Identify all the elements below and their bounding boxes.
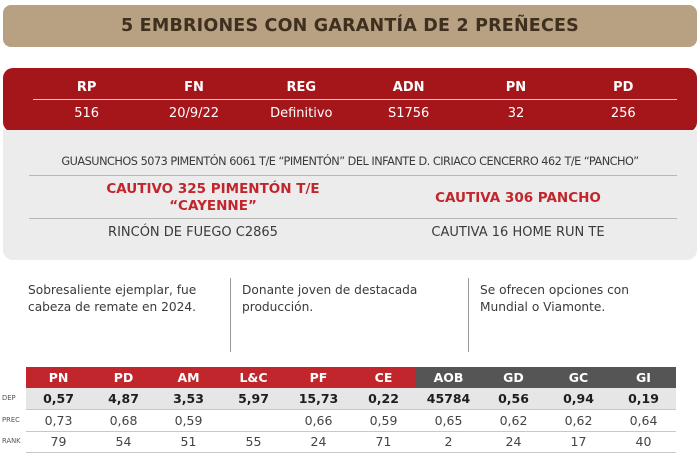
pedigree-top-line: GUASUNCHOS 5073 PIMENTÓN 6061 T/E “PIMEN…	[61, 155, 639, 168]
epd-cell-dep: 0,19	[628, 391, 659, 406]
registry-value-adn: S1756	[387, 106, 430, 121]
pedigree-divider-top	[29, 175, 677, 176]
registry-header-adn: ADN	[392, 80, 425, 95]
epd-cell-dep: 3,53	[173, 391, 204, 406]
epd-cell-prec: 0,65	[434, 413, 463, 428]
epd-header-pd: PD	[91, 367, 156, 388]
row-separator	[26, 431, 676, 432]
epd-cell-rank: 17	[570, 434, 587, 449]
row-label-rank: RANK	[2, 437, 21, 445]
description-2: Donante joven de destacada producción.	[242, 283, 418, 314]
registry-header-pd: PD	[613, 80, 634, 95]
registry-value-fn: 20/9/22	[168, 106, 220, 121]
epd-cell-dep: 0,94	[563, 391, 594, 406]
description-separator-1	[230, 278, 231, 352]
pedigree-dam: CAUTIVA 306 PANCHO	[435, 190, 601, 206]
epd-cell-rank: 2	[444, 434, 453, 449]
epd-cell-dep: 0,56	[498, 391, 529, 406]
page-title: 5 EMBRIONES CON GARANTÍA DE 2 PREÑECES	[3, 5, 697, 47]
registry-value-pn: 32	[507, 106, 525, 121]
registry-value-row: 516 20/9/22 Definitivo S1756 32 256	[33, 106, 677, 121]
epd-cell-rank: 54	[115, 434, 132, 449]
registry-header-row: RP FN REG ADN PN PD	[33, 80, 677, 95]
registry-header-rp: RP	[76, 80, 97, 95]
description-separator-2	[468, 278, 469, 352]
epd-cell-rank: 24	[310, 434, 327, 449]
registry-value-pd: 256	[610, 106, 636, 121]
registry-value-rp: 516	[74, 106, 100, 121]
row-label-prec: PREC	[2, 416, 20, 424]
epd-cell-prec: 0,66	[304, 413, 333, 428]
epd-cell-prec: 0,59	[174, 413, 203, 428]
epd-header-gc: GC	[546, 367, 611, 388]
epd-cell-dep: 5,97	[238, 391, 269, 406]
epd-cell-rank: 71	[375, 434, 392, 449]
epd-header-lc: L&C	[221, 367, 286, 388]
epd-cell-rank: 55	[245, 434, 262, 449]
row-separator	[26, 452, 676, 453]
epd-cell-prec: 0,62	[499, 413, 528, 428]
epd-cell-rank: 24	[505, 434, 522, 449]
row-label-dep: DEP	[2, 394, 16, 402]
epd-header-pf: PF	[286, 367, 351, 388]
pedigree-panel: GUASUNCHOS 5073 PIMENTÓN 6061 T/E “PIMEN…	[3, 130, 697, 260]
epd-header-gd: GD	[481, 367, 546, 388]
row-separator	[26, 409, 676, 410]
epd-header-gi: GI	[611, 367, 676, 388]
pedigree-dam-dam: CAUTIVA 16 HOME RUN TE	[431, 225, 605, 240]
epd-header-aob: AOB	[416, 367, 481, 388]
epd-cell-prec: 0,59	[369, 413, 398, 428]
epd-cell-rank: 40	[635, 434, 652, 449]
epd-cell-dep: 0,22	[368, 391, 399, 406]
pedigree-sire-dam: RINCÓN DE FUEGO C2865	[108, 225, 278, 240]
epd-header-row: PN PD AM L&C PF CE AOB GD GC GI	[26, 367, 676, 388]
epd-cell-dep: 4,87	[108, 391, 139, 406]
registry-value-reg: Definitivo	[270, 106, 333, 121]
epd-cell-rank: 51	[180, 434, 197, 449]
epd-cell-rank: 79	[50, 434, 67, 449]
registry-panel: RP FN REG ADN PN PD 516 20/9/22 Definiti…	[3, 68, 697, 132]
epd-cell-prec: 0,68	[109, 413, 138, 428]
registry-header-pn: PN	[505, 80, 527, 95]
epd-cell-dep: 45784	[426, 391, 471, 406]
registry-header-fn: FN	[184, 80, 204, 95]
epd-header-pn: PN	[26, 367, 91, 388]
epd-header-am: AM	[156, 367, 221, 388]
epd-row-dep: 0,57 4,87 3,53 5,97 15,73 0,22 45784 0,56 0,94 0,…	[26, 388, 676, 409]
pedigree-sire: CAUTIVO 325 PIMENTÓN T/E “CAYENNE”	[106, 181, 320, 214]
description-1: Sobresaliente ejemplar, fue cabeza de re…	[28, 283, 197, 314]
pedigree-divider-bottom	[29, 218, 677, 219]
epd-row-rank: 79 54 51 55 24 71 2 24 17 40	[26, 431, 676, 452]
epd-cell-prec: 0,64	[629, 413, 658, 428]
epd-cell-dep: 0,57	[43, 391, 74, 406]
epd-header-ce: CE	[351, 367, 416, 388]
description-3: Se ofrecen opciones con Mundial o Viamon…	[480, 283, 629, 314]
epd-row-prec: 0,73 0,68 0,59 0,66 0,59 0,65 0,62 0,62 0,64	[26, 410, 676, 431]
epd-cell-prec: 0,62	[564, 413, 593, 428]
epd-cell-dep: 15,73	[298, 391, 339, 406]
epd-cell-prec	[221, 410, 286, 431]
epd-cell-prec: 0,73	[44, 413, 73, 428]
registry-divider	[33, 99, 677, 100]
registry-header-reg: REG	[286, 80, 317, 95]
